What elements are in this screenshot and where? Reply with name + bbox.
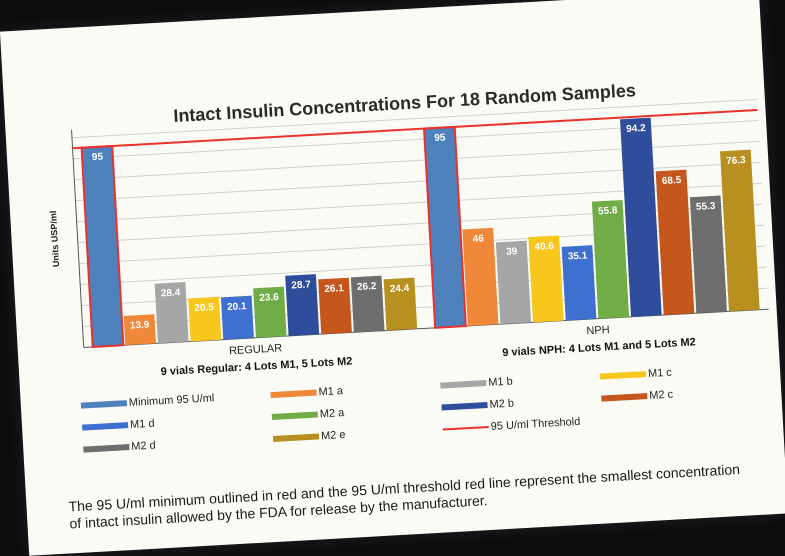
bar-value-label: 46 <box>472 233 484 245</box>
bar-m1-b <box>154 282 189 344</box>
legend-item: M1 a <box>270 385 343 401</box>
category-label: REGULAR <box>229 342 283 357</box>
legend-color-swatch <box>270 389 317 399</box>
legend-color-swatch <box>599 371 647 380</box>
bar-m1-c <box>528 235 564 323</box>
bar-value-label: 26.1 <box>324 283 344 295</box>
bar-m2-d <box>689 195 727 314</box>
bar-value-label: 13.9 <box>130 320 150 332</box>
legend-color-swatch <box>272 433 320 443</box>
bar-m2-e <box>383 277 418 331</box>
legend-color-swatch <box>83 444 130 453</box>
legend-item: M2 e <box>272 428 346 445</box>
legend-color-swatch <box>440 380 487 389</box>
bar-minimum-95-u-ml <box>80 144 125 348</box>
bar-value-label: 28.7 <box>291 279 311 291</box>
bar-m1-c <box>188 296 222 342</box>
legend-item: M1 b <box>440 376 513 392</box>
bar-minimum-95-u-ml <box>422 125 467 329</box>
bar-m2-a <box>253 286 287 338</box>
bar-value-label: 76.3 <box>726 155 746 167</box>
bar-m1-a <box>462 227 499 326</box>
legend-label: 95 U/ml Threshold <box>490 415 581 433</box>
legend-color-swatch <box>441 401 488 411</box>
legend-label: M2 d <box>130 439 157 453</box>
bar-m1-b <box>495 240 532 325</box>
category-subtitle: 9 vials NPH: 4 Lots M1 and 5 Lots M2 <box>502 336 696 359</box>
bar-m2-a <box>591 199 630 319</box>
legend-line-swatch <box>442 425 489 431</box>
legend-label: M1 a <box>318 385 344 399</box>
bar-m2-e <box>720 149 760 312</box>
legend-item: M2 c <box>601 389 673 405</box>
bar-m1-d <box>561 245 597 321</box>
y-axis-label: Units USP/ml <box>48 210 61 267</box>
bar-value-label: 55.8 <box>598 205 618 217</box>
bar-value-label: 68.5 <box>662 175 682 187</box>
bar-m1-d <box>220 295 254 340</box>
legend-label: Minimum 95 U/ml <box>128 392 215 409</box>
bar-value-label: 95 <box>92 152 104 164</box>
bar-value-label: 35.1 <box>568 250 588 262</box>
legend-item: M1 d <box>82 418 155 434</box>
legend-label: M2 a <box>319 407 345 421</box>
bar-value-label: 55.3 <box>696 201 716 213</box>
legend-item: 95 U/ml Threshold <box>442 415 581 436</box>
bar-value-label: 23.6 <box>259 292 279 304</box>
legend-label: M1 d <box>129 417 155 431</box>
legend-label: M1 b <box>487 375 514 389</box>
legend-label: M2 e <box>320 428 346 443</box>
legend-item: M2 a <box>271 407 345 423</box>
legend-color-swatch <box>80 400 128 409</box>
category-subtitle: 9 vials Regular: 4 Lots M1, 5 Lots M2 <box>160 355 352 378</box>
bar-m2-c <box>318 277 352 335</box>
bar-value-label: 94.2 <box>626 123 646 135</box>
gridline <box>73 119 759 160</box>
legend-label: M2 c <box>648 388 674 402</box>
bar-value-label: 20.5 <box>194 302 214 314</box>
bar-value-label: 95 <box>434 132 446 144</box>
gridline <box>71 98 757 139</box>
bar-value-label: 39 <box>506 246 518 258</box>
bar-m2-d <box>350 275 385 333</box>
legend-color-swatch <box>271 411 318 421</box>
legend-item: M2 d <box>83 440 156 456</box>
category-label: NPH <box>586 324 610 337</box>
bar-value-label: 24.4 <box>390 283 410 295</box>
legend-item: M1 c <box>599 366 673 383</box>
legend-color-swatch <box>82 422 129 431</box>
bar-m2-b <box>285 274 320 336</box>
bar-value-label: 26.2 <box>357 281 377 293</box>
threshold-line <box>72 108 758 150</box>
bar-m2-b <box>620 117 662 317</box>
bar-m2-c <box>655 169 695 316</box>
bar-value-label: 40.6 <box>534 241 554 253</box>
legend-label: M2 b <box>489 397 515 411</box>
y-axis <box>71 129 85 348</box>
legend-color-swatch <box>601 393 648 402</box>
bar-value-label: 20.1 <box>227 301 247 313</box>
bar-value-label: 28.4 <box>161 287 181 299</box>
legend-label: M1 c <box>647 366 673 380</box>
legend-item: M2 b <box>441 398 514 414</box>
bar-m1-a <box>123 314 156 346</box>
bar-chart: Intact Insulin Concentrations For 18 Ran… <box>48 80 769 378</box>
